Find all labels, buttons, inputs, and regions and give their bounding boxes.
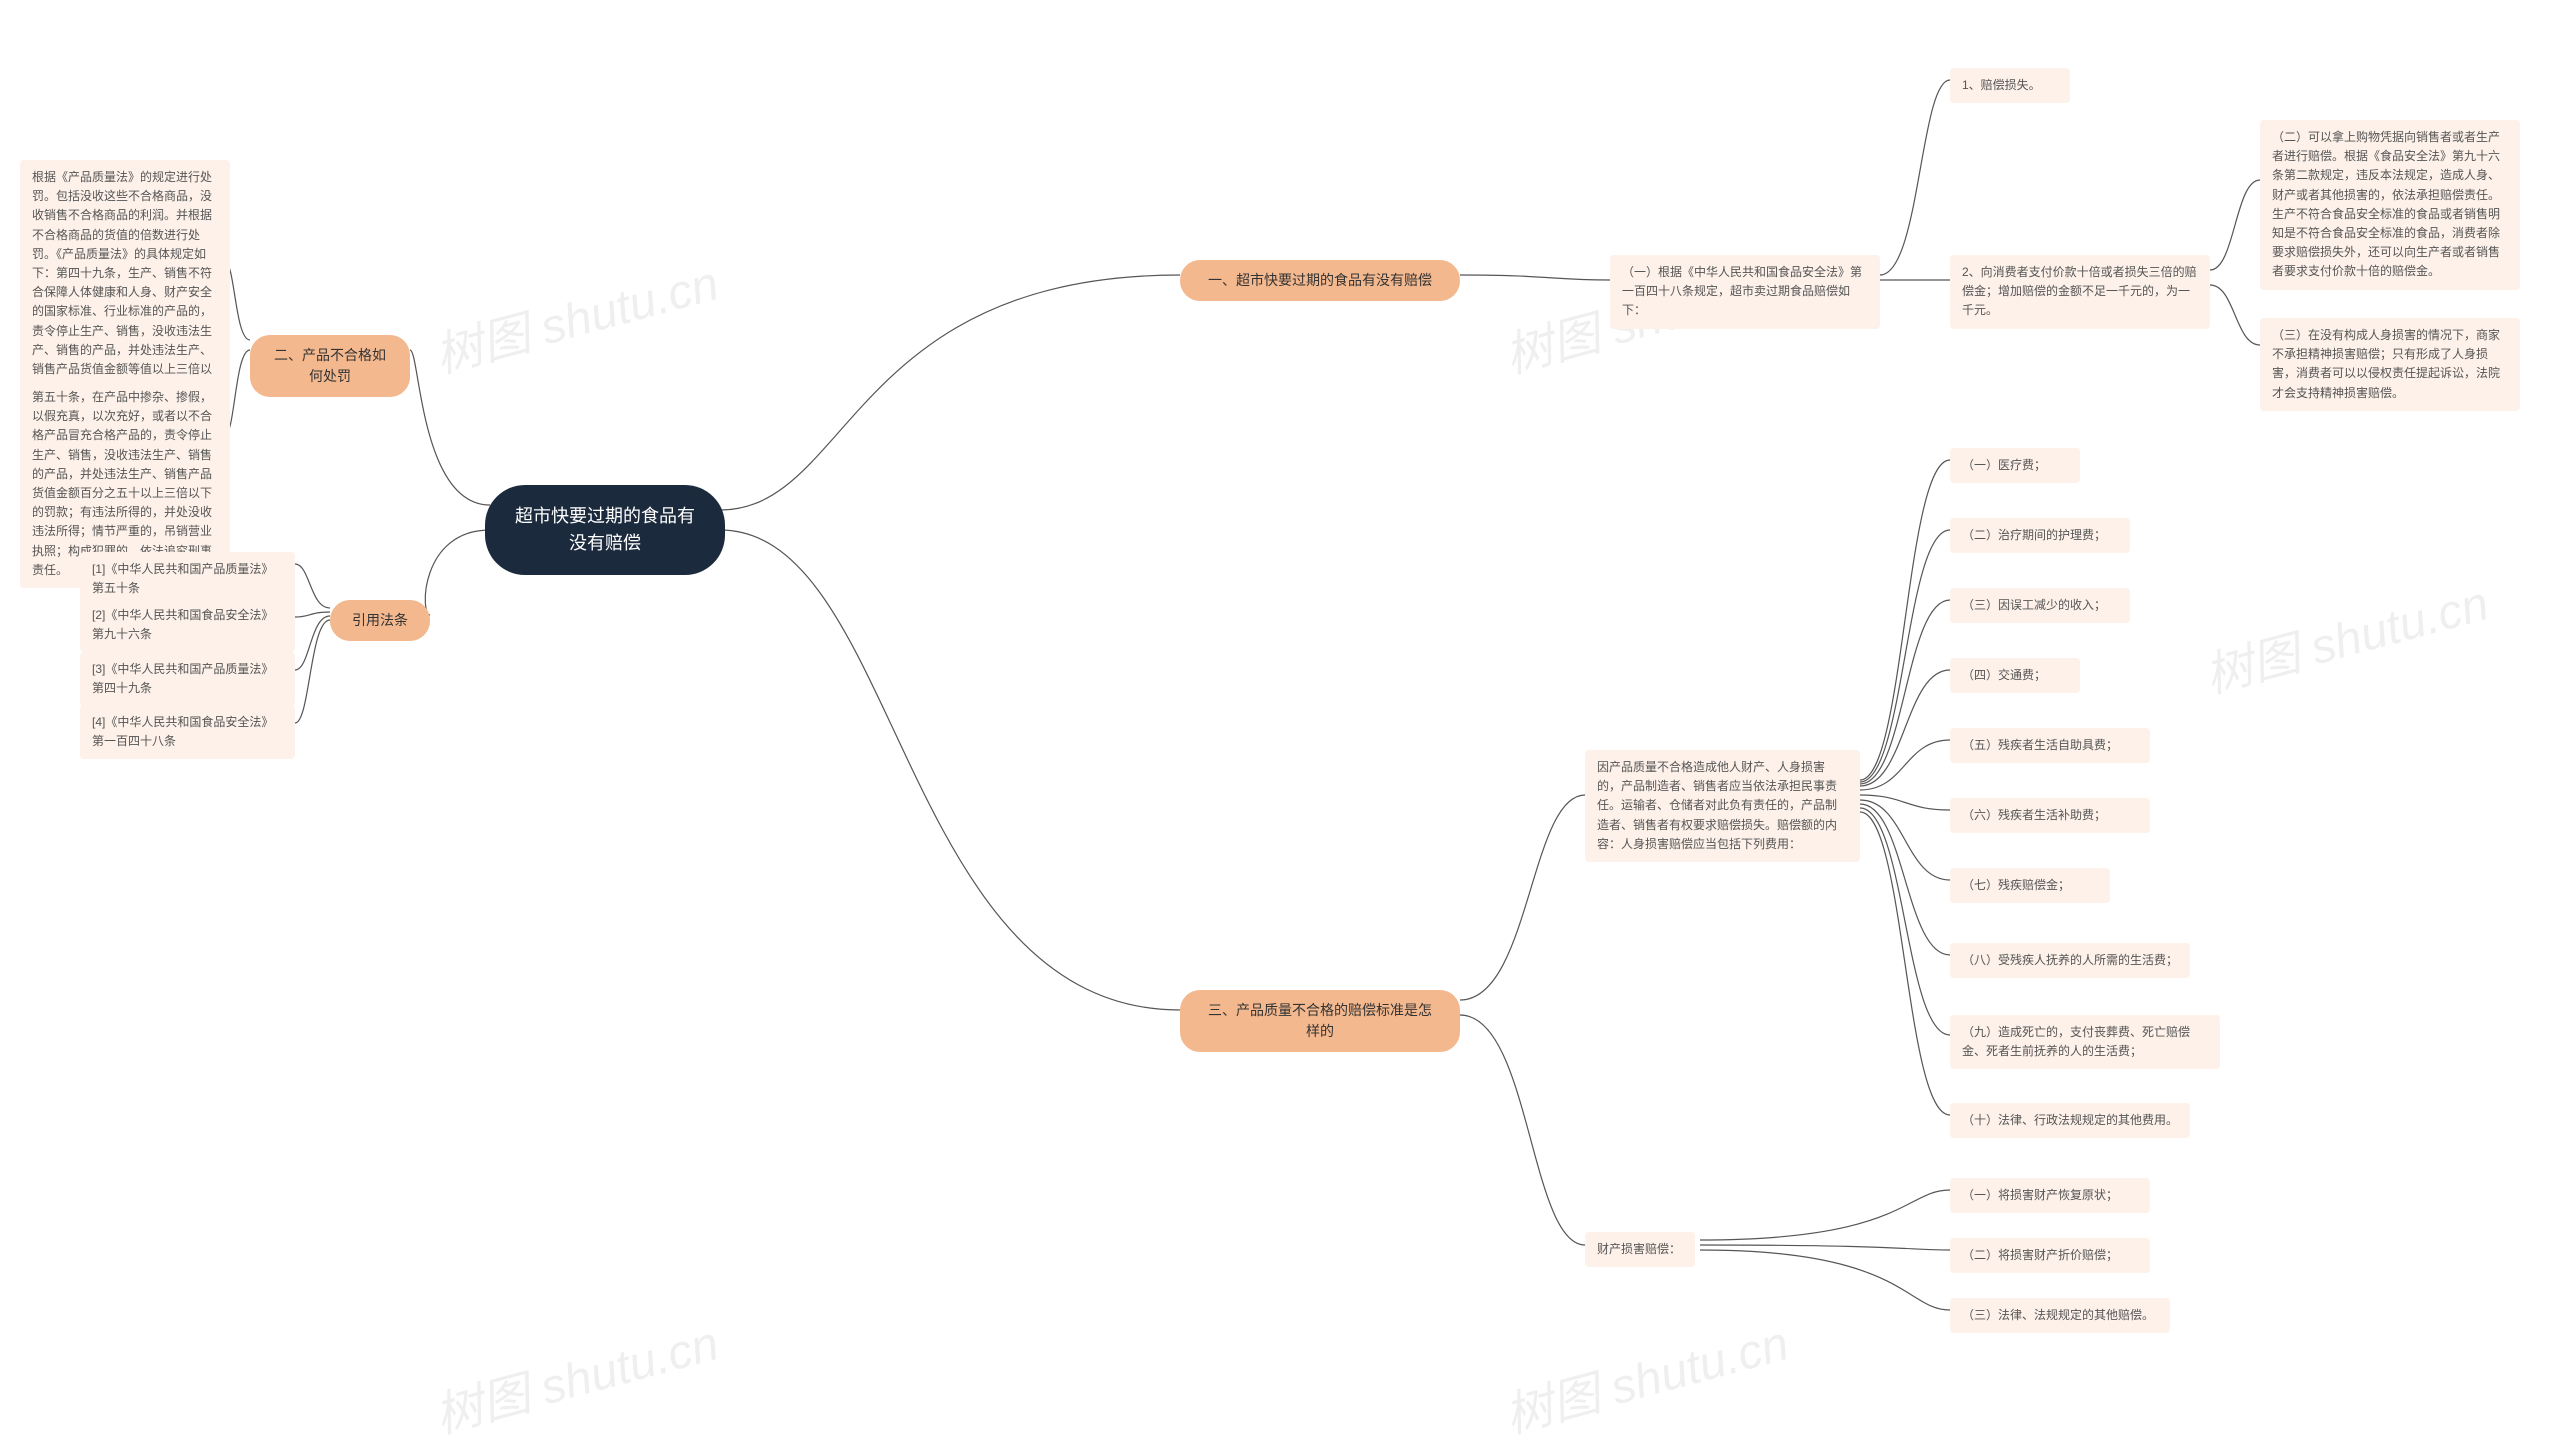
branch-3[interactable]: 三、产品质量不合格的赔偿标准是怎样的 [1180, 990, 1460, 1052]
connector-layer [0, 0, 2560, 1428]
b4-item-2: [2]《中华人民共和国食品安全法》第九十六条 [80, 598, 295, 652]
branch-2[interactable]: 二、产品不合格如何处罚 [250, 335, 410, 397]
b4-item-3: [3]《中华人民共和国产品质量法》第四十九条 [80, 652, 295, 706]
b3-item-7: （七）残疾赔偿金； [1950, 868, 2110, 903]
b3-sub2: 财产损害赔偿： [1585, 1232, 1695, 1267]
b3-item-4: （四）交通费； [1950, 658, 2080, 693]
b3-item-6: （六）残疾者生活补助费； [1950, 798, 2150, 833]
b3-sub2-item-3: （三）法律、法规规定的其他赔偿。 [1950, 1298, 2170, 1333]
branch-4[interactable]: 引用法条 [330, 600, 430, 641]
b3-sub2-item-1: （一）将损害财产恢复原状； [1950, 1178, 2150, 1213]
b3-item-5: （五）残疾者生活自助具费； [1950, 728, 2150, 763]
watermark: 树图 shutu.cn [2196, 564, 2495, 707]
watermark: 树图 shutu.cn [426, 244, 725, 387]
b3-item-8: （八）受残疾人抚养的人所需的生活费； [1950, 943, 2190, 978]
b1-i2-sub-1: （二）可以拿上购物凭据向销售者或者生产者进行赔偿。根据《食品安全法》第九十六条第… [2260, 120, 2520, 290]
b3-sub1: 因产品质量不合格造成他人财产、人身损害的，产品制造者、销售者应当依法承担民事责任… [1585, 750, 1860, 862]
b3-item-2: （二）治疗期间的护理费； [1950, 518, 2130, 553]
watermark: 树图 shutu.cn [1496, 1304, 1795, 1446]
b3-sub2-item-2: （二）将损害财产折价赔偿； [1950, 1238, 2150, 1273]
b3-item-9: （九）造成死亡的，支付丧葬费、死亡赔偿金、死者生前抚养的人的生活费； [1950, 1015, 2220, 1069]
branch-1[interactable]: 一、超市快要过期的食品有没有赔偿 [1180, 260, 1460, 301]
b1-i2-sub-2: （三）在没有构成人身损害的情况下，商家不承担精神损害赔偿；只有形成了人身损害，消… [2260, 318, 2520, 411]
root-node[interactable]: 超市快要过期的食品有没有赔偿 [485, 485, 725, 575]
b3-item-3: （三）因误工减少的收入； [1950, 588, 2130, 623]
b3-item-1: （一）医疗费； [1950, 448, 2080, 483]
b4-item-4: [4]《中华人民共和国食品安全法》第一百四十八条 [80, 705, 295, 759]
watermark: 树图 shutu.cn [426, 1304, 725, 1446]
b1-sub: （一）根据《中华人民共和国食品安全法》第一百四十八条规定，超市卖过期食品赔偿如下… [1610, 255, 1880, 329]
b3-item-10: （十）法律、行政法规规定的其他费用。 [1950, 1103, 2190, 1138]
b1-item-1: 1、赔偿损失。 [1950, 68, 2070, 103]
b1-item-2: 2、向消费者支付价款十倍或者损失三倍的赔偿金；增加赔偿的金额不足一千元的，为一千… [1950, 255, 2210, 329]
